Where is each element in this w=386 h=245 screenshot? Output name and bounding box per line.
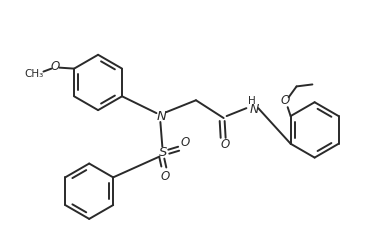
Text: CH₃: CH₃ <box>24 69 43 79</box>
Text: O: O <box>51 60 60 73</box>
Text: O: O <box>280 94 290 107</box>
Text: O: O <box>161 170 170 183</box>
Text: N: N <box>250 103 259 116</box>
Text: S: S <box>159 146 168 159</box>
Text: H: H <box>249 96 256 106</box>
Text: O: O <box>221 138 230 151</box>
Text: O: O <box>181 136 190 149</box>
Text: N: N <box>156 110 166 122</box>
